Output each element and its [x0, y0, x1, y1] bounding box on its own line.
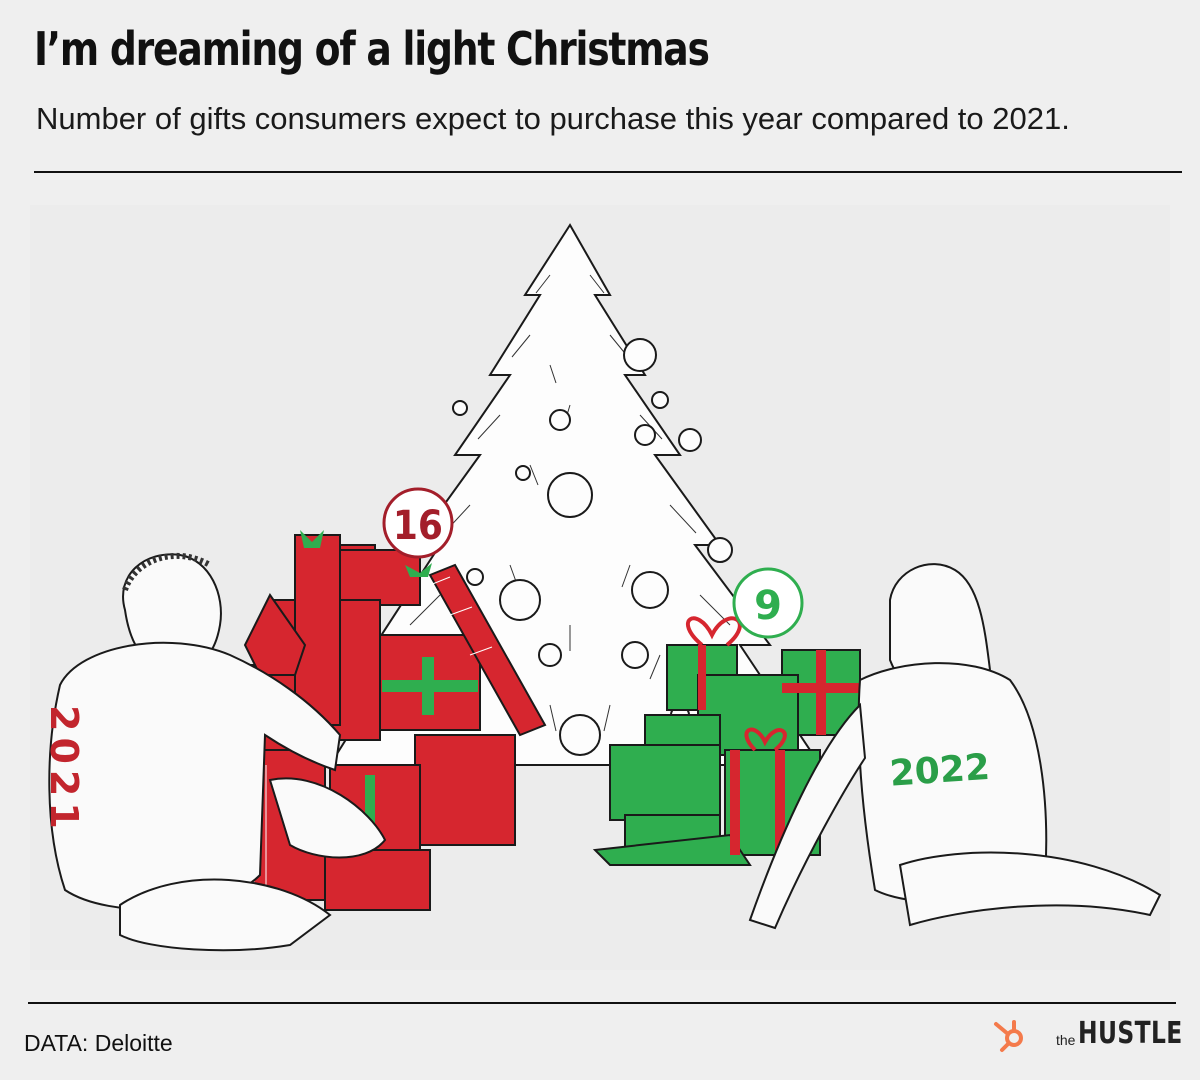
gift-pile-2022: [592, 616, 861, 866]
woman-figure: [748, 563, 1162, 930]
chart-subtitle: Number of gifts consumers expect to purc…: [36, 101, 1070, 136]
brand-name: HUSTLE: [1078, 1016, 1183, 1051]
value-badge-2022: 9: [732, 567, 804, 639]
man-figure: [48, 553, 387, 952]
illustration-panel: 2021 2022 16 9: [30, 205, 1170, 970]
shirt-label-2022: 2022: [888, 747, 991, 795]
brand-logo[interactable]: the HUSTLE: [990, 1012, 1183, 1056]
hubspot-sprocket-icon: [994, 1020, 1023, 1052]
data-source: DATA: Deloitte: [24, 1030, 173, 1056]
christmas-tree: [328, 223, 822, 766]
top-divider: [34, 171, 1182, 173]
value-label-2022: 9: [754, 583, 782, 629]
value-label-2021: 16: [393, 502, 443, 548]
chart-title: I’m dreaming of a light Christmas: [34, 22, 710, 76]
value-badge-2021: 16: [382, 487, 454, 559]
shirt-label-2021: 2021: [42, 705, 86, 835]
illustration-svg: 2021 2022 16 9: [42, 223, 1162, 952]
bottom-divider: [28, 1002, 1176, 1004]
brand-the: the: [1056, 1032, 1076, 1048]
